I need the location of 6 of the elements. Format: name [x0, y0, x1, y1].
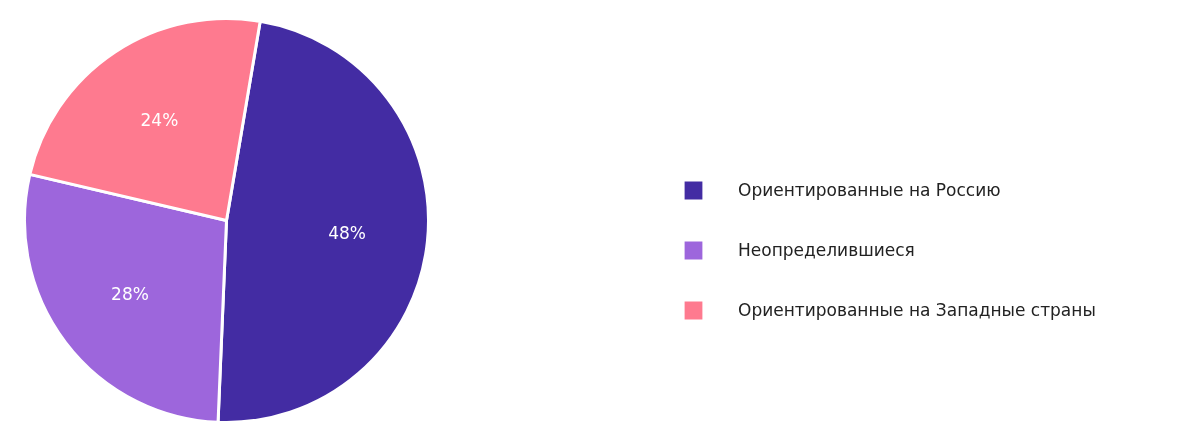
data-label: 48% — [328, 223, 366, 244]
legend-label: Неопределившиеся — [738, 240, 915, 260]
legend-label: Ориентированные на Западные страны — [738, 300, 1096, 320]
data-label: 28% — [111, 283, 149, 304]
data-label: 24% — [140, 109, 179, 130]
legend-label: Ориентированные на Россию — [738, 180, 1001, 200]
